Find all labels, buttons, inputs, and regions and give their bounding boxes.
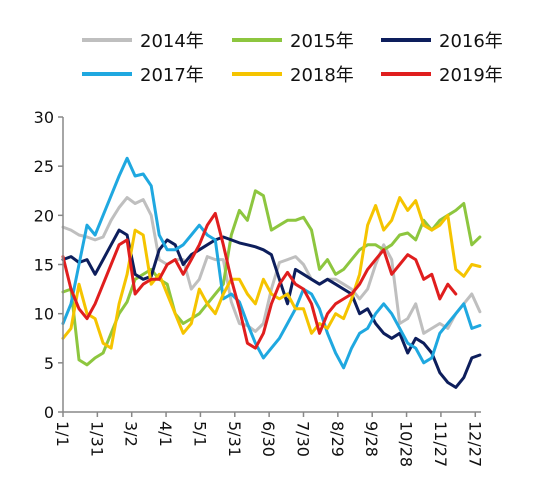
y-tick-label: 0 (44, 403, 54, 422)
legend-label-2019: 2019年 (439, 65, 503, 86)
series-line-2016 (61, 228, 482, 389)
x-axis-ticks: 1/1 1/31 3/2 4/1 5/1 5/31 6/30 7/30 8/29 9/28 10/2… (53, 412, 484, 467)
x-tick-label: 12/27 (465, 421, 484, 467)
legend-label-2015: 2015年 (290, 31, 354, 52)
x-tick-label: 4/1 (156, 421, 175, 447)
x-tick-label: 10/28 (397, 421, 416, 467)
legend-label-2018: 2018年 (290, 65, 354, 86)
legend-label-2014: 2014年 (140, 31, 204, 52)
y-tick-label: 15 (34, 256, 54, 275)
x-tick-label: 11/27 (431, 421, 450, 467)
series-line-2015 (61, 189, 482, 367)
y-axis-ticks: 0 5 10 15 20 25 30 (34, 108, 63, 422)
series-line-2018 (61, 196, 482, 350)
legend-label-2017: 2017年 (140, 65, 204, 86)
x-tick-label: 1/1 (53, 421, 72, 447)
x-tick-label: 5/1 (190, 421, 209, 447)
y-tick-label: 30 (34, 108, 54, 127)
series-line-2014 (61, 196, 482, 335)
legend-label-2016: 2016年 (439, 31, 503, 52)
x-tick-label: 8/29 (328, 421, 347, 457)
x-tick-label: 3/2 (122, 421, 141, 447)
series-line-2019 (61, 211, 458, 350)
y-tick-label: 5 (44, 354, 54, 373)
y-tick-label: 25 (34, 157, 54, 176)
x-tick-label: 1/31 (87, 421, 106, 457)
legend: 2014年 2015年 2016年 2017年 2018年 2019年 (82, 31, 503, 86)
series-line-2017 (61, 156, 482, 370)
x-tick-label: 9/28 (362, 421, 381, 457)
y-tick-label: 10 (34, 305, 54, 324)
y-tick-label: 20 (34, 206, 54, 225)
series-lines (61, 156, 482, 389)
x-tick-label: 5/31 (225, 421, 244, 457)
x-tick-label: 7/30 (293, 421, 312, 457)
x-tick-label: 6/30 (259, 421, 278, 457)
